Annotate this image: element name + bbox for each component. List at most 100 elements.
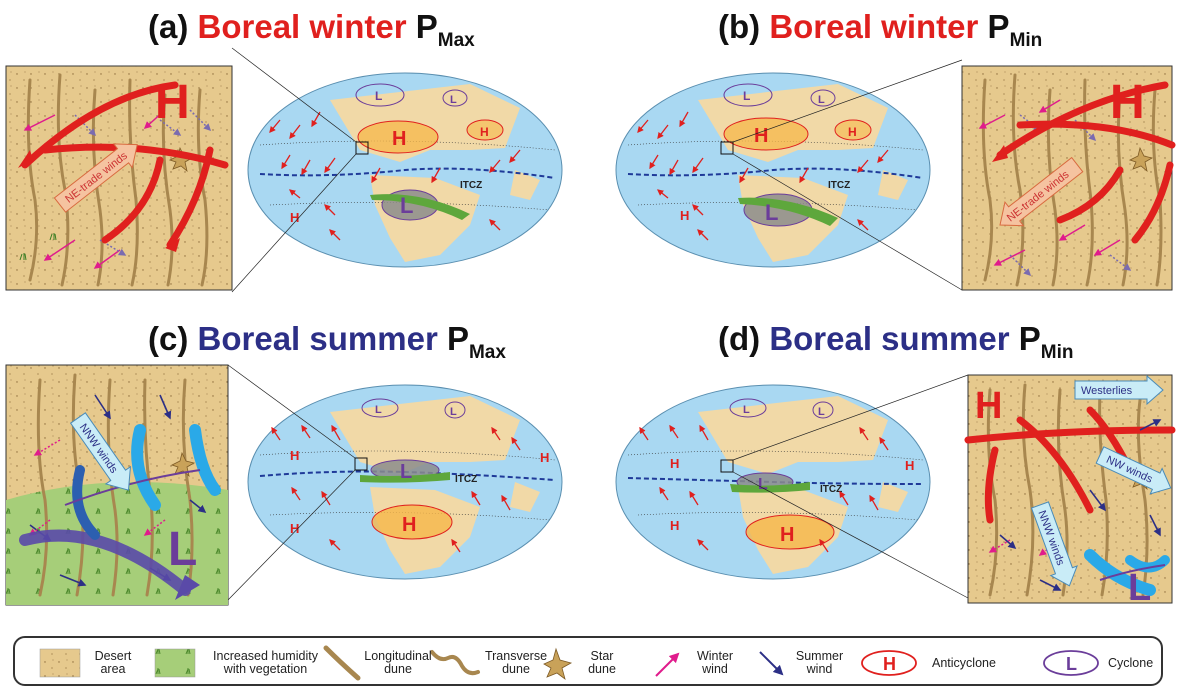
map-c-low-label: L <box>400 461 412 483</box>
map-c-high4-label: H <box>290 521 299 536</box>
panel-d-sub: Min <box>1040 342 1074 363</box>
legend-summer-wind-line1: Summer <box>795 649 844 663</box>
legend-star-label: Star dune <box>582 650 622 676</box>
legend-desert-line2: area <box>100 662 126 676</box>
legend-winter-wind-line1: Winter <box>696 649 734 663</box>
map-b-zoom-box <box>720 141 734 155</box>
panel-c-season: Boreal summer <box>197 320 438 357</box>
inset-d-low-label: L <box>1128 567 1151 609</box>
map-b-high-label: H <box>754 125 768 147</box>
high-pressure-sahara <box>357 120 439 154</box>
map-c-high-label: H <box>402 514 416 536</box>
map-a-itcz-label: ITCZ <box>460 180 482 191</box>
map-d-itcz-label: ITCZ <box>820 484 842 495</box>
map-d-high3-label: H <box>905 458 914 473</box>
map-c-zoom-box <box>354 457 368 471</box>
panel-d-label: (d) <box>718 320 761 357</box>
legend-winter-wind-label: Winter wind <box>690 650 740 676</box>
panel-c-label: (c) <box>148 320 189 357</box>
panel-a-title: (a) Boreal winter PMax <box>148 8 475 52</box>
legend-desert-label: Desert area <box>88 650 138 676</box>
map-b-high3-label: H <box>680 208 689 223</box>
map-a-high3-label: H <box>290 210 299 225</box>
inset-c-low-label: L <box>168 523 197 576</box>
map-d-low-label: L <box>758 476 768 493</box>
legend-longitudinal-label: Longitudinal dune <box>362 650 434 676</box>
legend-humidity-line2: with vegetation <box>223 662 308 676</box>
map-d-high2-label: H <box>670 456 679 471</box>
panel-d-p: P <box>1018 320 1041 357</box>
map-c-high3-label: H <box>540 450 549 465</box>
legend-humidity-swatch <box>154 648 196 678</box>
map-c-itcz-label: ITCZ <box>455 474 477 485</box>
panel-a-season: Boreal winter <box>197 8 407 45</box>
map-d-high-label: H <box>780 524 794 546</box>
legend-winter-wind-icon <box>655 652 680 677</box>
map-a: H H H L L L ITCZ <box>231 47 563 293</box>
panel-c-sub: Max <box>468 342 506 363</box>
panel-a-label: (a) <box>148 8 189 45</box>
legend-star-line1: Star <box>590 649 614 663</box>
legend-star-line2: dune <box>588 662 616 676</box>
map-b-low3-label: L <box>818 94 825 106</box>
legend-transverse-icon <box>430 650 480 676</box>
panel-d-title: (d) Boreal summer PMin <box>718 320 1073 364</box>
map-b-high2-label: H <box>848 125 857 139</box>
map-a-zoom-box <box>355 141 369 155</box>
legend-longitudinal-line1: Longitudinal <box>364 649 432 663</box>
inset-d-westerlies: Westerlies <box>1081 385 1133 397</box>
map-b: H H H L L L ITCZ <box>615 59 963 291</box>
inset-d: H L Westerlies NW winds NNW winds <box>964 374 1176 609</box>
legend-desert-swatch <box>39 648 81 678</box>
map-d-zoom-box <box>720 459 734 473</box>
legend-summer-wind-icon <box>759 651 784 676</box>
inset-a-high-label: H <box>155 76 190 129</box>
panel-b-p: P <box>987 8 1010 45</box>
legend-humidity-label: Increased humidity with vegetation <box>203 650 328 676</box>
map-d-low3-label: L <box>818 406 825 418</box>
legend-transverse-label: Transverse dune <box>484 650 548 676</box>
map-c-high2-label: H <box>290 448 299 463</box>
panel-d-season: Boreal summer <box>769 320 1010 357</box>
legend-humidity-line1: Increased humidity <box>213 649 318 663</box>
legend-anticyclone-label: Anticyclone <box>932 656 996 670</box>
legend-star-icon <box>543 647 573 681</box>
legend-longitudinal-icon <box>323 645 361 681</box>
map-c-low2-label: L <box>375 404 382 416</box>
map-a-high-label: H <box>392 128 406 150</box>
map-d: H H H H L L L ITCZ <box>615 374 969 599</box>
inset-b: H NE-trade winds <box>961 65 1176 291</box>
map-d-low2-label: L <box>743 404 750 416</box>
legend-symbols: H L <box>39 645 1099 681</box>
legend-transverse-line1: Transverse <box>484 649 548 663</box>
legend-winter-wind-line2: wind <box>702 662 728 676</box>
map-b-low2-label: L <box>743 89 750 103</box>
legend-desert-line1: Desert <box>94 649 132 663</box>
inset-a: H NE-trade winds <box>5 65 233 291</box>
map-c-low3-label: L <box>450 406 457 418</box>
inset-b-high-label: H <box>1110 76 1145 129</box>
legend-cyclone-icon <box>1043 650 1099 676</box>
map-b-itcz-label: ITCZ <box>828 180 850 191</box>
panel-a-sub: Max <box>437 30 475 51</box>
inset-d-high-label: H <box>975 385 1002 427</box>
legend-transverse-line2: dune <box>502 662 530 676</box>
map-c: H H H H L L L ITCZ <box>227 364 563 601</box>
panel-b-sub: Min <box>1009 30 1043 51</box>
panel-c-p: P <box>446 320 469 357</box>
legend-cyclone-symbol: L <box>1066 654 1077 674</box>
legend-cyclone-label: Cyclone <box>1108 656 1154 670</box>
panel-b-title: (b) Boreal winter PMin <box>718 8 1042 52</box>
inset-c: L NNW winds <box>5 364 229 606</box>
legend-longitudinal-line2: dune <box>384 662 412 676</box>
panel-b-label: (b) <box>718 8 761 45</box>
map-a-low2-label: L <box>375 89 382 103</box>
panel-a-p: P <box>415 8 438 45</box>
map-b-low-label: L <box>765 200 778 225</box>
map-a-low3-label: L <box>450 94 457 106</box>
map-d-high4-label: H <box>670 518 679 533</box>
panel-b-season: Boreal winter <box>769 8 979 45</box>
map-a-low-label: L <box>400 193 413 218</box>
continent-east <box>510 170 540 200</box>
